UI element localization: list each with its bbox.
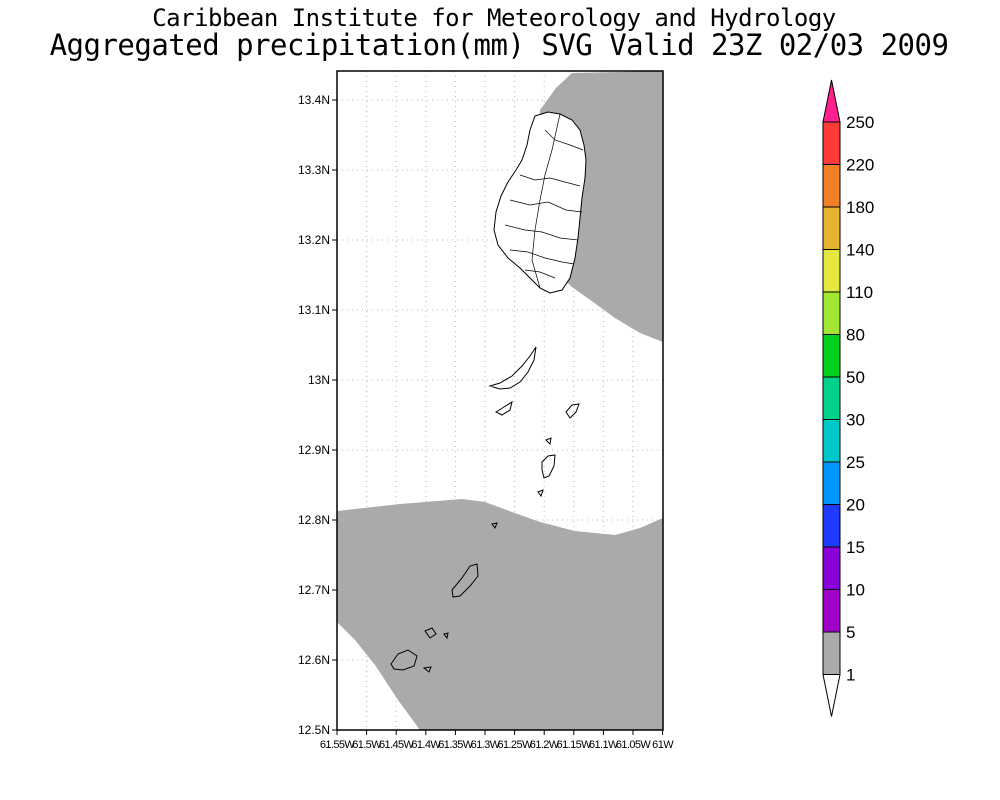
lon-tick-label: 61.55W [320, 739, 356, 751]
latitude-axis: 13.4N 13.3N 13.2N 13.1N 13N 12.9N 12.8N 12.7N 12… [298, 93, 337, 737]
plot-frame [336, 70, 664, 731]
legend-label: 140 [846, 241, 874, 260]
island-carriacou [390, 649, 418, 671]
lat-tick-label: 12.8N [298, 513, 330, 527]
islet-d [537, 489, 544, 498]
islet-h [422, 666, 432, 673]
lat-tick-label: 12.7N [298, 583, 330, 597]
legend-swatch [822, 546, 841, 590]
island-canouan [541, 454, 556, 479]
legend-label: 1 [846, 666, 855, 685]
lat-tick-label: 13N [308, 373, 330, 387]
lon-tick-label: 61.3W [471, 739, 501, 751]
color-legend: 250 220 180 140 110 80 50 30 25 20 15 10 5 1 [822, 79, 874, 717]
lon-tick-label: 61.1W [589, 739, 619, 751]
legend-label: 30 [846, 411, 865, 430]
lat-tick-label: 12.6N [298, 653, 330, 667]
legend-swatch [822, 249, 841, 293]
lon-tick-label: 61.15W [557, 739, 593, 751]
legend-swatch [822, 206, 841, 250]
lat-tick-label: 13.2N [298, 233, 330, 247]
legend-label: 50 [846, 368, 865, 387]
legend-label: 180 [846, 198, 874, 217]
lon-tick-label: 61.05W [616, 739, 652, 751]
lon-tick-label: 61W [652, 739, 674, 751]
lon-tick-label: 61.2W [530, 739, 560, 751]
islet-c [545, 437, 552, 446]
island-bequia [488, 346, 537, 390]
legend-swatch [822, 376, 841, 420]
lon-tick-label: 61.5W [352, 739, 382, 751]
legend-label: 80 [846, 326, 865, 345]
lon-tick-label: 61.35W [438, 739, 474, 751]
legend-label: 110 [846, 283, 873, 302]
legend-swatch [822, 164, 841, 208]
coastlines [390, 111, 587, 673]
chart-title: Caribbean Institute for Meteorology and … [152, 4, 836, 32]
islet-f [424, 627, 437, 639]
precip-region-south [337, 499, 663, 730]
islet-b [565, 403, 580, 419]
lat-tick-label: 12.5N [298, 723, 330, 737]
lat-tick-label: 12.9N [298, 443, 330, 457]
legend-swatch [822, 504, 841, 548]
legend-swatch [822, 461, 841, 505]
legend-label: 10 [846, 581, 865, 600]
chart-subtitle: Aggregated precipitation(mm) SVG Valid 2… [49, 28, 949, 62]
island-st-vincent [493, 111, 587, 294]
legend-label: 5 [846, 623, 855, 642]
legend-label: 220 [846, 156, 874, 175]
island-union [451, 563, 479, 598]
legend-swatch [822, 419, 841, 463]
legend-label: 25 [846, 453, 865, 472]
parish-boundaries [504, 113, 584, 289]
lat-tick-label: 13.4N [298, 93, 330, 107]
legend-swatch [822, 121, 841, 165]
lat-tick-label: 13.3N [298, 163, 330, 177]
longitude-axis: 61.55W61.5W61.45W61.4W61.35W61.3W61.25W6… [320, 730, 675, 751]
legend-label: 250 [846, 113, 874, 132]
legend-arrow-top [822, 79, 841, 123]
legend-arrow-bottom [822, 674, 841, 717]
islet-e [491, 522, 498, 530]
lon-tick-label: 61.25W [497, 739, 533, 751]
lon-tick-label: 61.45W [379, 739, 415, 751]
lon-tick-label: 61.4W [411, 739, 441, 751]
legend-swatch [822, 589, 841, 633]
legend-label: 15 [846, 538, 865, 557]
legend-swatch [822, 291, 841, 335]
legend-swatch [822, 334, 841, 378]
legend-label: 20 [846, 496, 865, 515]
legend-swatch [822, 631, 841, 675]
islet-a [494, 400, 513, 416]
islet-g [443, 632, 449, 640]
lat-tick-label: 13.1N [298, 303, 330, 317]
